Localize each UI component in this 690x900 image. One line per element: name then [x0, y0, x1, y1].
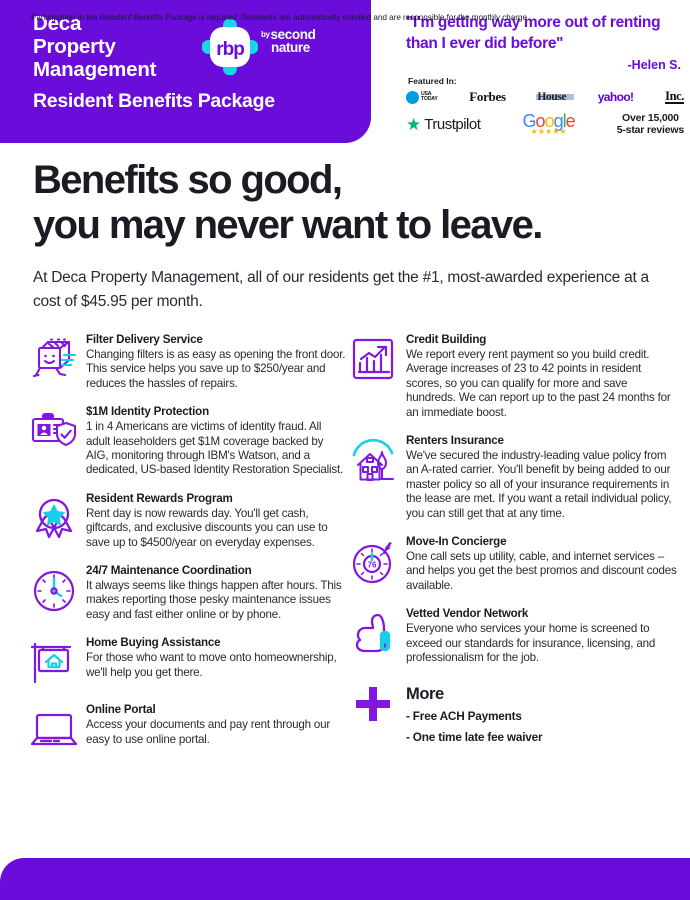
reviews-line-2: 5-star reviews	[616, 124, 684, 136]
trustpilot-wordmark: Trustpilot	[424, 115, 481, 133]
more-section: More - Free ACH Payments - One time late…	[348, 679, 678, 751]
rbp-partner-line-1: second	[270, 27, 316, 42]
benefit-item: Renters Insurance We've secured the indu…	[348, 433, 678, 521]
house-umbrella-icon	[348, 433, 406, 521]
benefit-description: 1 in 4 Americans are victims of identity…	[86, 420, 344, 477]
laptop-icon	[28, 702, 86, 756]
clock-icon	[28, 563, 86, 622]
benefit-title: Move-In Concierge	[406, 535, 507, 549]
trustpilot-star-icon: ★	[406, 114, 422, 134]
benefit-item: Resident Rewards Program Rent day is now…	[28, 491, 346, 550]
reviews-line-1: Over 15,000	[621, 111, 679, 124]
headline-line-1: Benefits so good,	[33, 158, 343, 202]
home-sign-icon	[28, 635, 86, 689]
headline-line-2: you may never want to leave.	[33, 203, 543, 247]
benefit-description: One call sets up utility, cable, and int…	[406, 550, 677, 592]
benefit-description: Access your documents and pay rent throu…	[86, 718, 331, 746]
benefits-column-left: Filter Delivery Service Changing filters…	[28, 332, 346, 769]
google-stars-icon: ★★★★★	[530, 127, 567, 136]
footer-disclaimer: Participation in the Resident Benefits P…	[31, 13, 530, 22]
benefit-title: Credit Building	[406, 333, 487, 346]
forbes-logo-icon: Forbes	[469, 89, 506, 104]
benefit-description: We've secured the industry-leading value…	[406, 449, 672, 520]
filter-delivery-icon	[28, 332, 86, 391]
house-highlight-bar	[536, 94, 575, 100]
benefit-description: Rent day is now rewards day. You'll get …	[86, 506, 328, 549]
benefit-item: Filter Delivery Service Changing filters…	[28, 332, 346, 391]
rbp-partner-text: bysecond nature	[261, 27, 316, 55]
google-logo-icon: Google ★★★★★	[522, 111, 576, 136]
inc-logo-icon: Inc.	[665, 89, 684, 104]
more-title: More	[406, 684, 444, 703]
svg-text:76: 76	[368, 561, 377, 570]
benefit-description: For those who want to move onto homeowne…	[86, 651, 337, 679]
benefit-title: $1M Identity Protection	[86, 405, 209, 419]
trustpilot-logo-icon: ★ Trustpilot	[406, 114, 481, 134]
credit-chart-icon	[348, 332, 406, 420]
benefit-description: We report every rent payment so you buil…	[406, 348, 671, 419]
featured-in-label: Featured In:	[408, 76, 457, 86]
page-headline: Benefits so good, you may never want to …	[33, 158, 673, 248]
benefit-description: It always seems like things happen after…	[86, 579, 342, 621]
benefit-item: Credit Building We report every rent pay…	[348, 332, 678, 420]
benefit-item: Vetted Vendor Network Everyone who servi…	[348, 606, 678, 665]
rbp-partner-line-2: nature	[271, 39, 310, 55]
benefit-description: Changing filters is as easy as opening t…	[86, 348, 346, 390]
benefits-column-right: Credit Building We report every rent pay…	[348, 332, 678, 764]
benefit-title: 24/7 Maintenance Coordination	[86, 564, 252, 578]
benefit-title: Vetted Vendor Network	[406, 607, 529, 621]
usa-today-wordmark: USA TODAY	[421, 90, 438, 102]
usa-today-logo-icon: USA TODAY	[406, 90, 438, 104]
plus-icon	[348, 679, 406, 751]
reviews-count: Over 15,000 5-star reviews	[617, 112, 684, 137]
concierge-wifi-icon: 76	[348, 534, 406, 593]
identity-protection-icon	[28, 404, 86, 478]
google-wordmark: Google	[522, 111, 576, 131]
benefit-title: Resident Rewards Program	[86, 491, 233, 505]
benefit-description: Everyone who services your home is scree…	[406, 622, 656, 665]
more-item: - Free ACH Payments	[406, 708, 522, 723]
testimonial-quote: "I'm getting way more out of renting tha…	[406, 14, 661, 52]
company-name: Deca Property Management	[33, 12, 283, 81]
benefit-item: Home Buying Assistance For those who wan…	[28, 635, 346, 689]
benefit-item: Online Portal Access your documents and …	[28, 702, 346, 756]
press-logo-row-2: ★ Trustpilot Google ★★★★★ Over 15,000 5-…	[406, 110, 684, 138]
house-beautiful-logo-icon: House	[536, 91, 575, 103]
usa-today-dot-icon	[406, 90, 419, 104]
more-item: - One time late fee waiver	[406, 729, 543, 744]
package-title: Resident Benefits Package	[33, 90, 275, 112]
rbp-by-label: by	[261, 30, 270, 39]
benefit-title: Renters Insurance	[406, 434, 504, 448]
company-name-line-3: Management	[33, 58, 157, 81]
benefit-item: $1M Identity Protection 1 in 4 Americans…	[28, 404, 346, 478]
footer-band	[0, 858, 690, 900]
thumbs-up-icon	[348, 606, 406, 665]
rbp-logo: rbp bysecond nature	[202, 19, 362, 75]
svg-text:rbp: rbp	[216, 39, 244, 60]
press-logo-row-1: USA TODAY Forbes House yahoo! Inc.	[406, 88, 684, 106]
benefit-title: Filter Delivery Service	[86, 333, 203, 346]
company-name-line-2: Property	[33, 35, 116, 58]
testimonial-author: -Helen S.	[627, 58, 682, 72]
header-band	[0, 0, 371, 143]
rbp-logo-mark-icon: rbp	[202, 19, 258, 75]
yahoo-logo-icon: yahoo!	[597, 90, 634, 104]
company-name-line-1: Deca	[33, 12, 82, 35]
benefit-item: 24/7 Maintenance Coordination It always …	[28, 563, 346, 622]
benefit-title: Online Portal	[86, 703, 156, 717]
benefit-title: Home Buying Assistance	[86, 636, 221, 650]
rewards-badge-icon	[28, 491, 86, 550]
benefit-item: 76 Move-In Concierge One call sets up ut…	[348, 534, 678, 593]
page-subheadline: At Deca Property Management, all of our …	[33, 269, 649, 310]
